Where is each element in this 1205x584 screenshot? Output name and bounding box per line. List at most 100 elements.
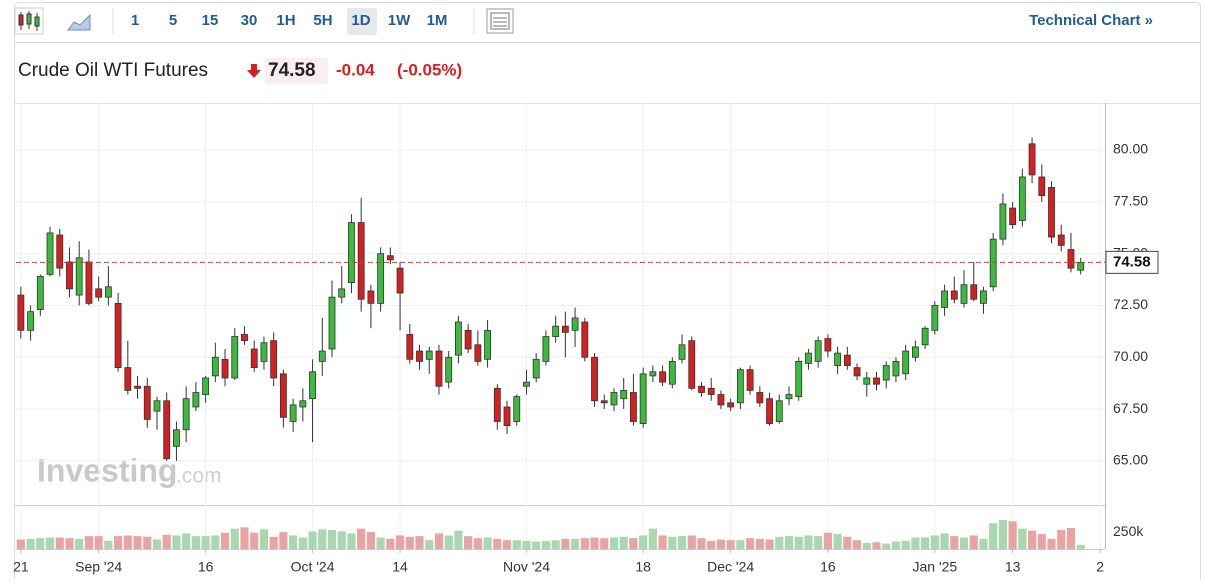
change-pct: (-0.05%) [397,60,462,79]
candle-body [805,352,812,364]
volume-bar [571,538,580,549]
volume-bar [541,540,550,549]
candle-body [1077,261,1085,271]
volume-bar [998,519,1007,549]
volume-bar [65,538,74,549]
interval-button[interactable]: 5 [169,12,177,29]
y-tick-label: 80.00 [1113,141,1148,157]
candle-body [153,400,161,412]
candle-body [464,329,472,350]
candle-body [989,238,997,288]
candle-body [960,284,968,304]
interval-button[interactable]: 1M [427,12,448,29]
candle-body [85,261,93,304]
volume-bar [16,539,25,549]
candle-body [250,348,258,369]
volume-bar [493,538,502,549]
candle-body [542,336,550,362]
candle-body [454,321,462,356]
candle-body [911,346,919,358]
candle-body [630,392,637,422]
candle-body [416,350,423,362]
volume-bar [395,535,405,549]
volume-bar [327,530,337,549]
candle-body [766,398,773,424]
watermark: Investing [37,452,177,488]
candle-body [318,350,326,362]
frame [14,2,1201,584]
interval-button[interactable]: 5H [313,12,332,29]
x-tick-label: 18 [635,559,651,575]
interval-button[interactable]: 1W [388,12,411,29]
volume-bar [590,537,599,549]
volume-bar [220,532,230,549]
volume-bar [386,538,395,549]
candle-body [698,385,705,393]
interval-button[interactable]: 1D [351,12,370,29]
interval-button[interactable]: 15 [202,12,219,29]
volume-bar [211,535,220,549]
volume-bar [930,535,939,549]
candle-body [873,377,880,385]
candle-body [445,356,453,383]
interval-button[interactable]: 1H [276,12,295,29]
candle-body [299,400,307,408]
candle-body [1057,234,1065,246]
volume-bar [921,537,930,549]
volume-bar [240,527,249,549]
candle-body [1048,186,1055,238]
volume-bar [668,536,677,549]
volume-bar [259,529,269,549]
down-arrow [247,64,261,78]
candle-body [114,302,122,369]
volume-tick-label: 250k [1113,523,1144,539]
area-icon[interactable] [67,13,91,31]
candle-body [396,267,404,294]
candle-body [921,327,929,346]
candle-body [484,329,491,360]
candle-body [328,296,336,350]
interval-button[interactable]: 30 [241,12,258,29]
candle-body [202,377,210,395]
volume-bar [337,531,346,549]
candle-body [377,253,385,304]
x-tick-label: Oct '24 [291,559,335,575]
volume-bar [794,536,803,549]
volume-bar [298,537,307,549]
last-price-label: 74.58 [1113,253,1151,270]
candle-body [36,276,44,310]
interval-button[interactable]: 1 [131,12,139,29]
volume-bar [697,538,706,549]
volume-bar [376,537,385,549]
volume-bar [114,536,123,549]
layout-icon[interactable] [486,8,514,34]
candle-body [785,394,793,400]
candle-body [425,350,433,360]
volume-bar [425,540,434,549]
candle-body [503,406,511,427]
candle-body [56,234,64,269]
candle-body [999,203,1007,240]
candle-body [649,371,657,377]
volume-bar [133,536,142,549]
price: 74.58 [268,60,316,81]
volume-bar [755,538,764,549]
candle-body [270,340,278,379]
volume-bar [104,540,113,549]
change: -0.04 [336,60,375,79]
candle-body [561,325,569,333]
candle-body [591,356,598,402]
candle-body [552,325,560,337]
volume-bar [483,537,492,549]
volume-bar [959,537,969,549]
candle-body [523,381,530,387]
candle-body [863,377,871,385]
candle-icon[interactable] [14,7,44,35]
candle-body [163,400,171,460]
candle-body [182,398,190,431]
candle-body [1018,176,1026,221]
technical-chart-link[interactable]: Technical Chart » [1029,12,1153,29]
selected-interval-bg [347,8,377,35]
volume-bar [765,539,774,549]
x-tick-label: 14 [392,559,408,575]
